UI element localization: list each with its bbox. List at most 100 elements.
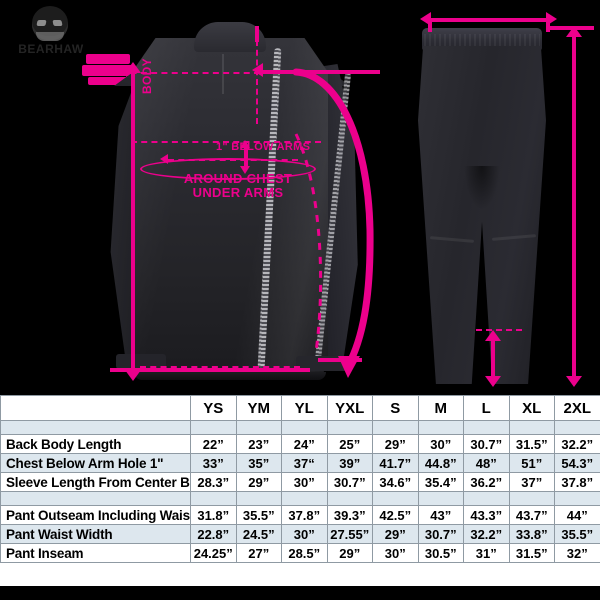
sleeve-dashed-guide (294, 133, 323, 353)
sleeve-end-line (318, 358, 362, 362)
header-blank-cell (0, 395, 191, 421)
cell-value: 35.4” (417, 472, 464, 492)
cell-value: 37“ (281, 453, 328, 473)
table-header-row: YS YM YL YXL S M L XL 2XL (0, 395, 600, 421)
cell-value: 31” (463, 543, 510, 563)
cell-value: 35” (235, 453, 282, 473)
table-row: Chest Below Arm Hole 1" 33” 35” 37“ 39” … (0, 453, 600, 473)
cell-value: 30” (372, 543, 419, 563)
body-length-arrow-top-icon (125, 62, 141, 73)
cell-value: 31.8” (190, 505, 237, 525)
below-arms-arrow-top-icon (240, 140, 250, 148)
header-size-yxl: YXL (326, 395, 373, 421)
body-label: BODY (140, 58, 154, 94)
pink-mark-bar-top (86, 54, 130, 64)
header-size-s: S (372, 395, 419, 421)
cell-value: 35.5” (554, 524, 600, 544)
row-label-sleeve-length: Sleeve Length From Center Back (0, 472, 191, 492)
body-length-arrow-bottom-icon (125, 370, 141, 381)
chest-measure-arrow-icon (160, 154, 168, 164)
cell-value: 29” (235, 472, 282, 492)
cell-value: 29” (372, 434, 419, 454)
cell-value: 33.8” (508, 524, 555, 544)
outseam-arrow-top-icon (566, 26, 582, 37)
chest-dashed-line (131, 141, 321, 143)
cell-value: 41.7” (372, 453, 419, 473)
cell-value: 37.8” (554, 472, 600, 492)
cell-value: 43.7” (508, 505, 555, 525)
below-arms-label: 1" BELOW ARMS (216, 141, 311, 153)
chest-label-line2: UNDER ARMS (192, 185, 284, 200)
cell-value: 22” (190, 434, 237, 454)
cell-value: 36.2” (463, 472, 510, 492)
cell-value: 42.5” (372, 505, 419, 525)
table-row: Back Body Length 22” 23” 24” 25” 29” 30”… (0, 434, 600, 454)
cell-value: 39” (326, 453, 373, 473)
table-spacer-row-middle (0, 491, 600, 506)
cell-value: 27.55” (326, 524, 373, 544)
cell-value: 44.8” (417, 453, 464, 473)
below-arms-line (244, 147, 248, 167)
skull-jaw-icon (36, 32, 64, 41)
cell-value: 30” (417, 434, 464, 454)
sleeve-start-arrow-icon (252, 63, 263, 77)
sleeve-start-line (262, 70, 380, 74)
cell-value: 32” (554, 543, 600, 563)
header-size-l: L (463, 395, 510, 421)
cell-value: 23” (235, 434, 282, 454)
pants-body (418, 46, 546, 384)
outseam-arrow-bottom-icon (566, 376, 582, 387)
waist-width-arrow-right-icon (546, 12, 557, 26)
jacket-hem-dashed-line (140, 366, 300, 368)
cell-value: 37” (508, 472, 555, 492)
pink-mark-bar-bottom (88, 77, 128, 85)
waist-width-arrow-left-icon (420, 12, 431, 26)
cell-value: 24.5” (235, 524, 282, 544)
shoulder-dashed-line-left (110, 72, 260, 74)
waist-width-tick-right (546, 18, 550, 32)
size-chart-table: YS YM YL YXL S M L XL 2XL (0, 395, 600, 563)
jacket-center-seam (222, 54, 224, 94)
size-table-container: YS YM YL YXL S M L XL 2XL (0, 393, 600, 589)
inseam-arrow-top-icon (485, 330, 501, 341)
outseam-line (572, 34, 576, 382)
skull-eye-right-icon (52, 20, 63, 26)
cell-value: 43.3” (463, 505, 510, 525)
pants-illustration (408, 6, 560, 391)
cell-value: 29” (372, 524, 419, 544)
header-size-ym: YM (235, 395, 282, 421)
cell-value: 31.5” (508, 434, 555, 454)
cell-value: 51” (508, 453, 555, 473)
jacket-illustration (90, 14, 380, 386)
table-spacer-row-top (0, 420, 600, 435)
cell-value: 30” (281, 524, 328, 544)
cell-value: 25” (326, 434, 373, 454)
cell-value: 24” (281, 434, 328, 454)
cell-value: 48” (463, 453, 510, 473)
cell-value: 54.3” (554, 453, 600, 473)
row-label-back-body-length: Back Body Length (0, 434, 191, 454)
table-row: Pant Inseam 24.25” 27” 28.5” 29” 30” 30.… (0, 543, 600, 563)
brand-logo-text: BEARHAW (18, 42, 84, 56)
header-size-ys: YS (190, 395, 237, 421)
chest-label-line1: AROUND CHEST (183, 171, 293, 186)
cell-value: 30.7” (326, 472, 373, 492)
cell-value: 28.5” (281, 543, 328, 563)
cell-value: 32.2” (554, 434, 600, 454)
inseam-line (491, 338, 495, 382)
cell-value: 39.3” (326, 505, 373, 525)
chest-circumference-ellipse (140, 158, 316, 180)
cell-value: 27” (235, 543, 282, 563)
jacket-collar (194, 22, 266, 52)
pants-crotch-shadow (464, 166, 500, 210)
table-row: Pant Outseam Including Waist 31.8” 35.5”… (0, 505, 600, 525)
cell-value: 30.7” (463, 434, 510, 454)
table-row: Sleeve Length From Center Back 28.3” 29”… (0, 472, 600, 492)
cell-value: 24.25” (190, 543, 237, 563)
pink-mark-bar-mid (82, 65, 134, 76)
cell-value: 44” (554, 505, 600, 525)
header-size-2xl: 2XL (554, 395, 600, 421)
row-label-chest-below-arm-hole: Chest Below Arm Hole 1" (0, 453, 191, 473)
waist-width-tick-left (428, 18, 432, 32)
